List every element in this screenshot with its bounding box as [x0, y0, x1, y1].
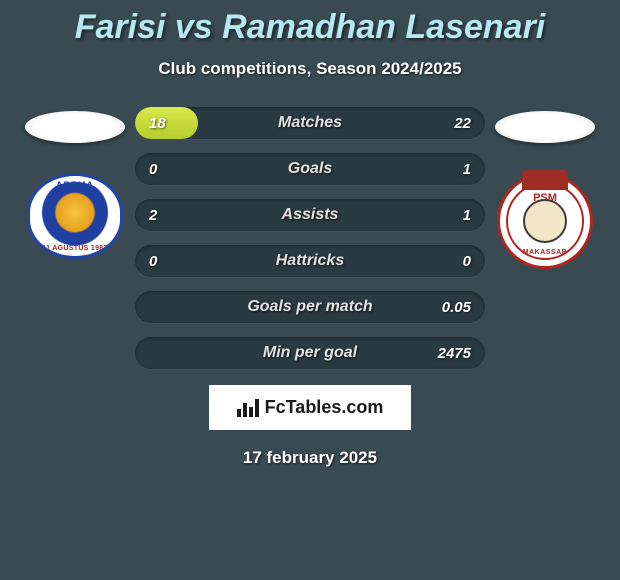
- stat-label: Min per goal: [135, 337, 485, 369]
- player-1-column: AREMA 11 AGUSTUS 1987: [25, 107, 125, 259]
- stats-column: 1822Matches01Goals21Assists00Hattricks0.…: [135, 107, 485, 369]
- brand-chart-icon: [237, 399, 259, 417]
- player-1-silhouette: [25, 111, 125, 143]
- stat-value-right: 1: [463, 153, 471, 185]
- page-title: Farisi vs Ramadhan Lasenari: [75, 8, 546, 47]
- stat-bar: 0.05Goals per match: [135, 291, 485, 323]
- stat-value-left: 0: [149, 153, 157, 185]
- stat-value-left: 2: [149, 199, 157, 231]
- stat-label: Goals: [135, 153, 485, 185]
- badge-1-date: 11 AGUSTUS 1987: [30, 245, 120, 252]
- stat-bar: 2475Min per goal: [135, 337, 485, 369]
- player-2-column: PSM MAKASSAR: [495, 107, 595, 269]
- stat-fill-left: [135, 107, 198, 139]
- badge-2-city: MAKASSAR: [500, 249, 590, 256]
- infographic-container: Farisi vs Ramadhan Lasenari Club competi…: [0, 0, 620, 580]
- stat-value-right: 0.05: [442, 291, 471, 323]
- stat-value-right: 1: [463, 199, 471, 231]
- stat-value-right: 22: [454, 107, 471, 139]
- stat-label: Goals per match: [135, 291, 485, 323]
- stat-label: Assists: [135, 199, 485, 231]
- stat-value-right: 0: [463, 245, 471, 277]
- badge-1-name: AREMA: [30, 180, 120, 190]
- stat-bar: 0 1Goals: [135, 153, 485, 185]
- stat-label: Hattricks: [135, 245, 485, 277]
- player-2-badge: PSM MAKASSAR: [497, 173, 593, 269]
- date-text: 17 february 2025: [243, 448, 377, 468]
- stat-bar: 0 0Hattricks: [135, 245, 485, 277]
- stat-value-left: 0: [149, 245, 157, 277]
- stat-bar: 2 1Assists: [135, 199, 485, 231]
- player-1-badge: AREMA 11 AGUSTUS 1987: [27, 173, 123, 259]
- player-2-silhouette: [495, 111, 595, 143]
- brand-box[interactable]: FcTables.com: [209, 385, 412, 430]
- brand-text: FcTables.com: [265, 397, 384, 418]
- subtitle: Club competitions, Season 2024/2025: [158, 59, 461, 79]
- main-area: AREMA 11 AGUSTUS 1987 1822Matches01Goals…: [0, 107, 620, 369]
- stat-bar: 1822Matches: [135, 107, 485, 139]
- stat-value-right: 2475: [438, 337, 471, 369]
